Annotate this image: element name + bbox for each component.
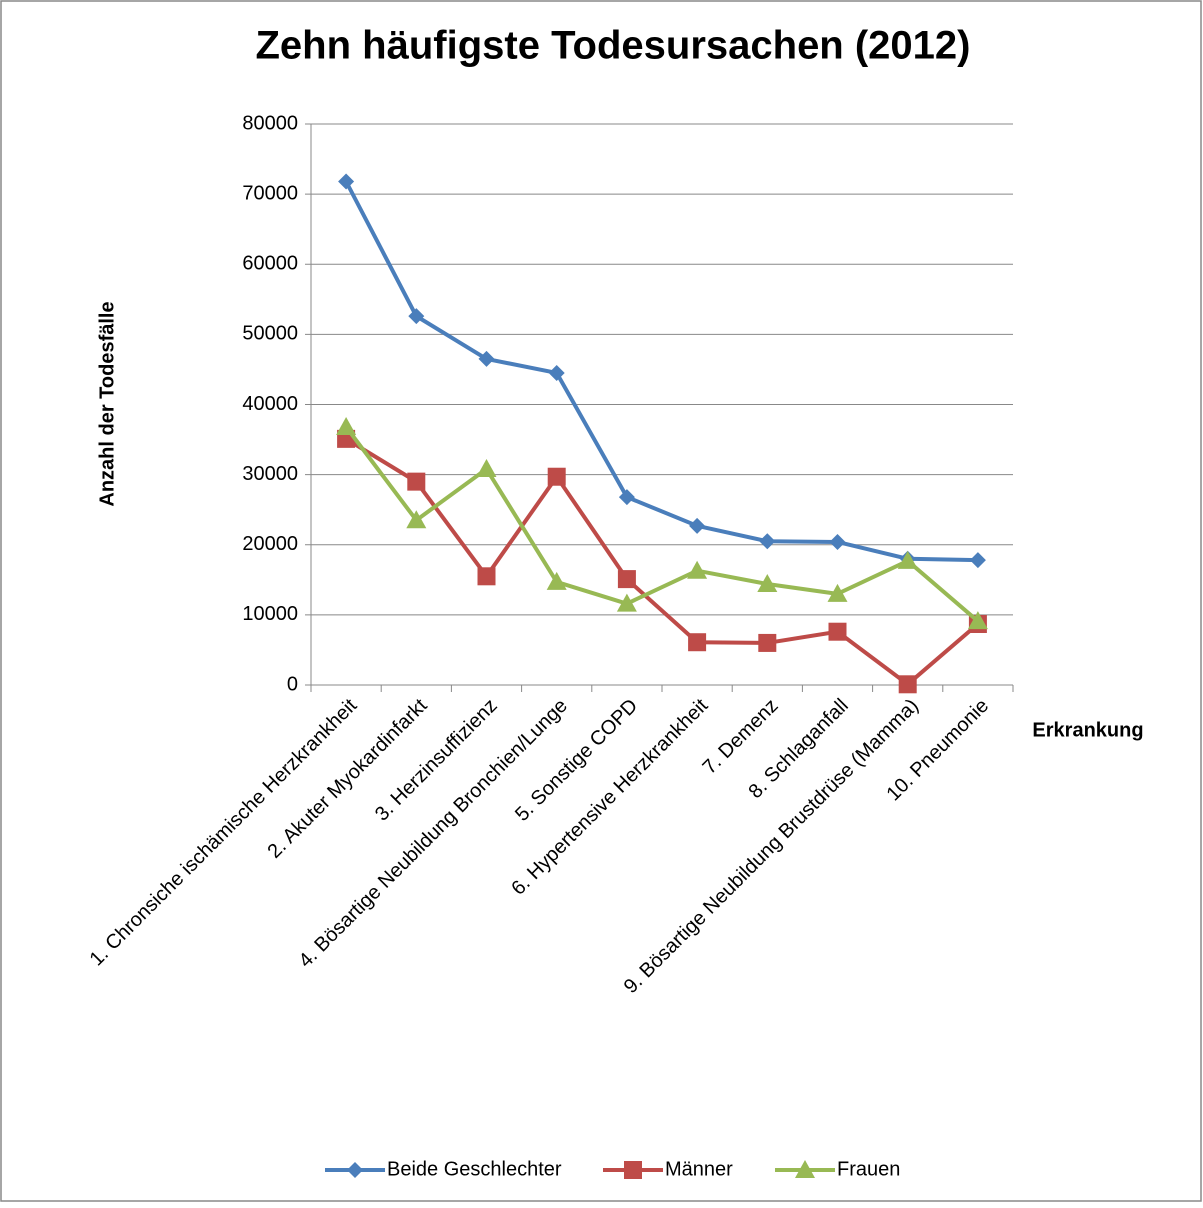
data-point [757,574,778,593]
data-point [548,364,565,381]
data-point [336,416,357,435]
data-point [407,472,426,491]
y-tick-label: 30000 [242,463,298,485]
data-point [477,567,496,586]
y-tick-label: 60000 [242,253,298,275]
legend-marker [347,1162,363,1178]
data-point [827,583,848,602]
y-tick-label: 20000 [242,533,298,555]
y-tick-label: 0 [287,673,298,695]
data-point [476,459,497,478]
data-point [408,308,425,325]
data-point [338,173,355,190]
y-tick-label: 40000 [242,393,298,415]
data-point [616,593,637,612]
data-point [758,633,777,652]
legend-label: Beide Geschlechter [387,1158,562,1180]
data-point [478,350,495,367]
y-tick-label: 70000 [242,182,298,204]
x-axis-label: Erkrankung [1032,719,1143,741]
series-line [344,425,980,623]
legend-marker [795,1160,815,1178]
data-point [829,533,846,550]
y-tick-label: 80000 [242,112,298,134]
data-point [967,611,988,630]
data-point [618,489,635,506]
data-point [969,552,986,569]
series-line [344,180,978,563]
data-point [828,622,847,641]
data-point [898,675,917,694]
series-line [345,437,980,687]
legend-marker [624,1161,642,1179]
data-point [406,510,427,529]
data-point [689,517,706,534]
data-point [617,570,636,589]
data-point [546,571,567,590]
data-point [759,533,776,550]
legend-label: Männer [665,1158,733,1180]
chart-title: Zehn häufigste Todesursachen (2012) [256,24,971,68]
data-point [547,467,566,486]
data-point [897,550,918,569]
y-tick-label: 50000 [242,323,298,345]
legend-label: Frauen [837,1158,900,1180]
y-axis-label: Anzahl der Todesfälle [96,301,118,506]
y-tick-label: 10000 [242,603,298,625]
data-point [687,560,708,579]
data-point [688,633,707,652]
